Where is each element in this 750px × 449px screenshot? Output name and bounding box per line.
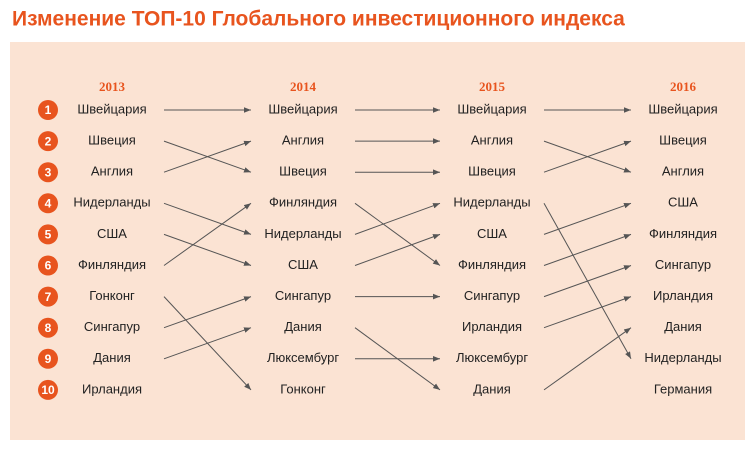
arrow [543,327,632,391]
country-label: Финляндия [269,195,337,210]
country-label: Люксембург [267,350,339,365]
rank-badge [38,100,58,120]
year-label: 2013 [99,79,126,94]
arrow [163,233,252,266]
arrow [163,140,252,173]
country-label: Ирландия [82,381,142,396]
rank-number: 9 [45,352,52,366]
country-label: Швейцария [77,101,146,116]
arrow [543,296,632,329]
country-label: Англия [471,133,513,148]
country-label: Англия [91,164,133,179]
arrow [354,233,441,266]
country-label: США [668,195,698,210]
arrow [163,202,252,235]
country-label: Финляндия [649,226,717,241]
year-label: 2015 [479,79,506,94]
country-label: Дания [473,381,511,396]
country-label: Швейцария [457,101,526,116]
arrow [163,202,252,266]
rank-number: 2 [45,134,52,148]
country-label: Германия [654,381,712,396]
country-label: Швейцария [648,101,717,116]
arrow [163,296,252,329]
country-label: США [288,257,318,272]
country-label: Сингапур [655,257,711,272]
country-label: Финляндия [458,257,526,272]
arrow [163,327,252,360]
rank-badge [38,286,58,307]
rank-number: 6 [45,259,52,273]
arrow [543,202,632,235]
country-label: США [97,226,127,241]
country-label: Ирландия [462,319,522,334]
rank-badge [38,162,58,183]
rank-number: 10 [41,383,55,397]
country-label: США [477,226,507,241]
year-label: 2016 [670,79,697,94]
country-label: Швеция [659,133,707,148]
panel [10,42,745,440]
country-label: Нидерланды [644,350,721,365]
country-label: Нидерланды [453,195,530,210]
rank-badge [38,255,58,276]
country-label: Швеция [279,164,327,179]
rank-badge [38,193,58,214]
rank-badge [38,224,58,245]
rank-badge [38,379,58,400]
country-label: Сингапур [464,288,520,303]
arrow [354,202,441,266]
country-label: Гонконг [280,381,326,396]
rank-number: 8 [45,321,52,335]
year-label: 2014 [290,79,317,94]
country-label: Англия [282,133,324,148]
rank-badge [38,131,58,152]
country-label: Люксембург [456,350,528,365]
country-label: Нидерланды [264,226,341,241]
country-label: Дания [664,319,702,334]
rank-badge [38,317,58,338]
country-label: Дания [93,350,131,365]
arrow [354,202,441,235]
rank-number: 5 [45,228,52,242]
country-label: Англия [662,164,704,179]
country-label: Финляндия [78,257,146,272]
rank-number: 1 [45,103,52,117]
title: Изменение ТОП-10 Глобального инвестицион… [12,8,625,31]
country-label: Сингапур [84,319,140,334]
country-label: Швейцария [268,101,337,116]
country-label: Швеция [88,133,136,148]
arrow [543,233,632,266]
country-label: Дания [284,319,322,334]
rank-number: 4 [45,196,52,210]
rank-number: 3 [45,165,52,179]
arrow [543,265,632,298]
rank-number: 7 [45,290,52,304]
country-label: Гонконг [89,288,135,303]
country-label: Нидерланды [73,195,150,210]
country-label: Швеция [468,164,516,179]
country-label: Сингапур [275,288,331,303]
country-label: Ирландия [653,288,713,303]
rank-badge [38,348,58,369]
arrow [543,140,632,173]
